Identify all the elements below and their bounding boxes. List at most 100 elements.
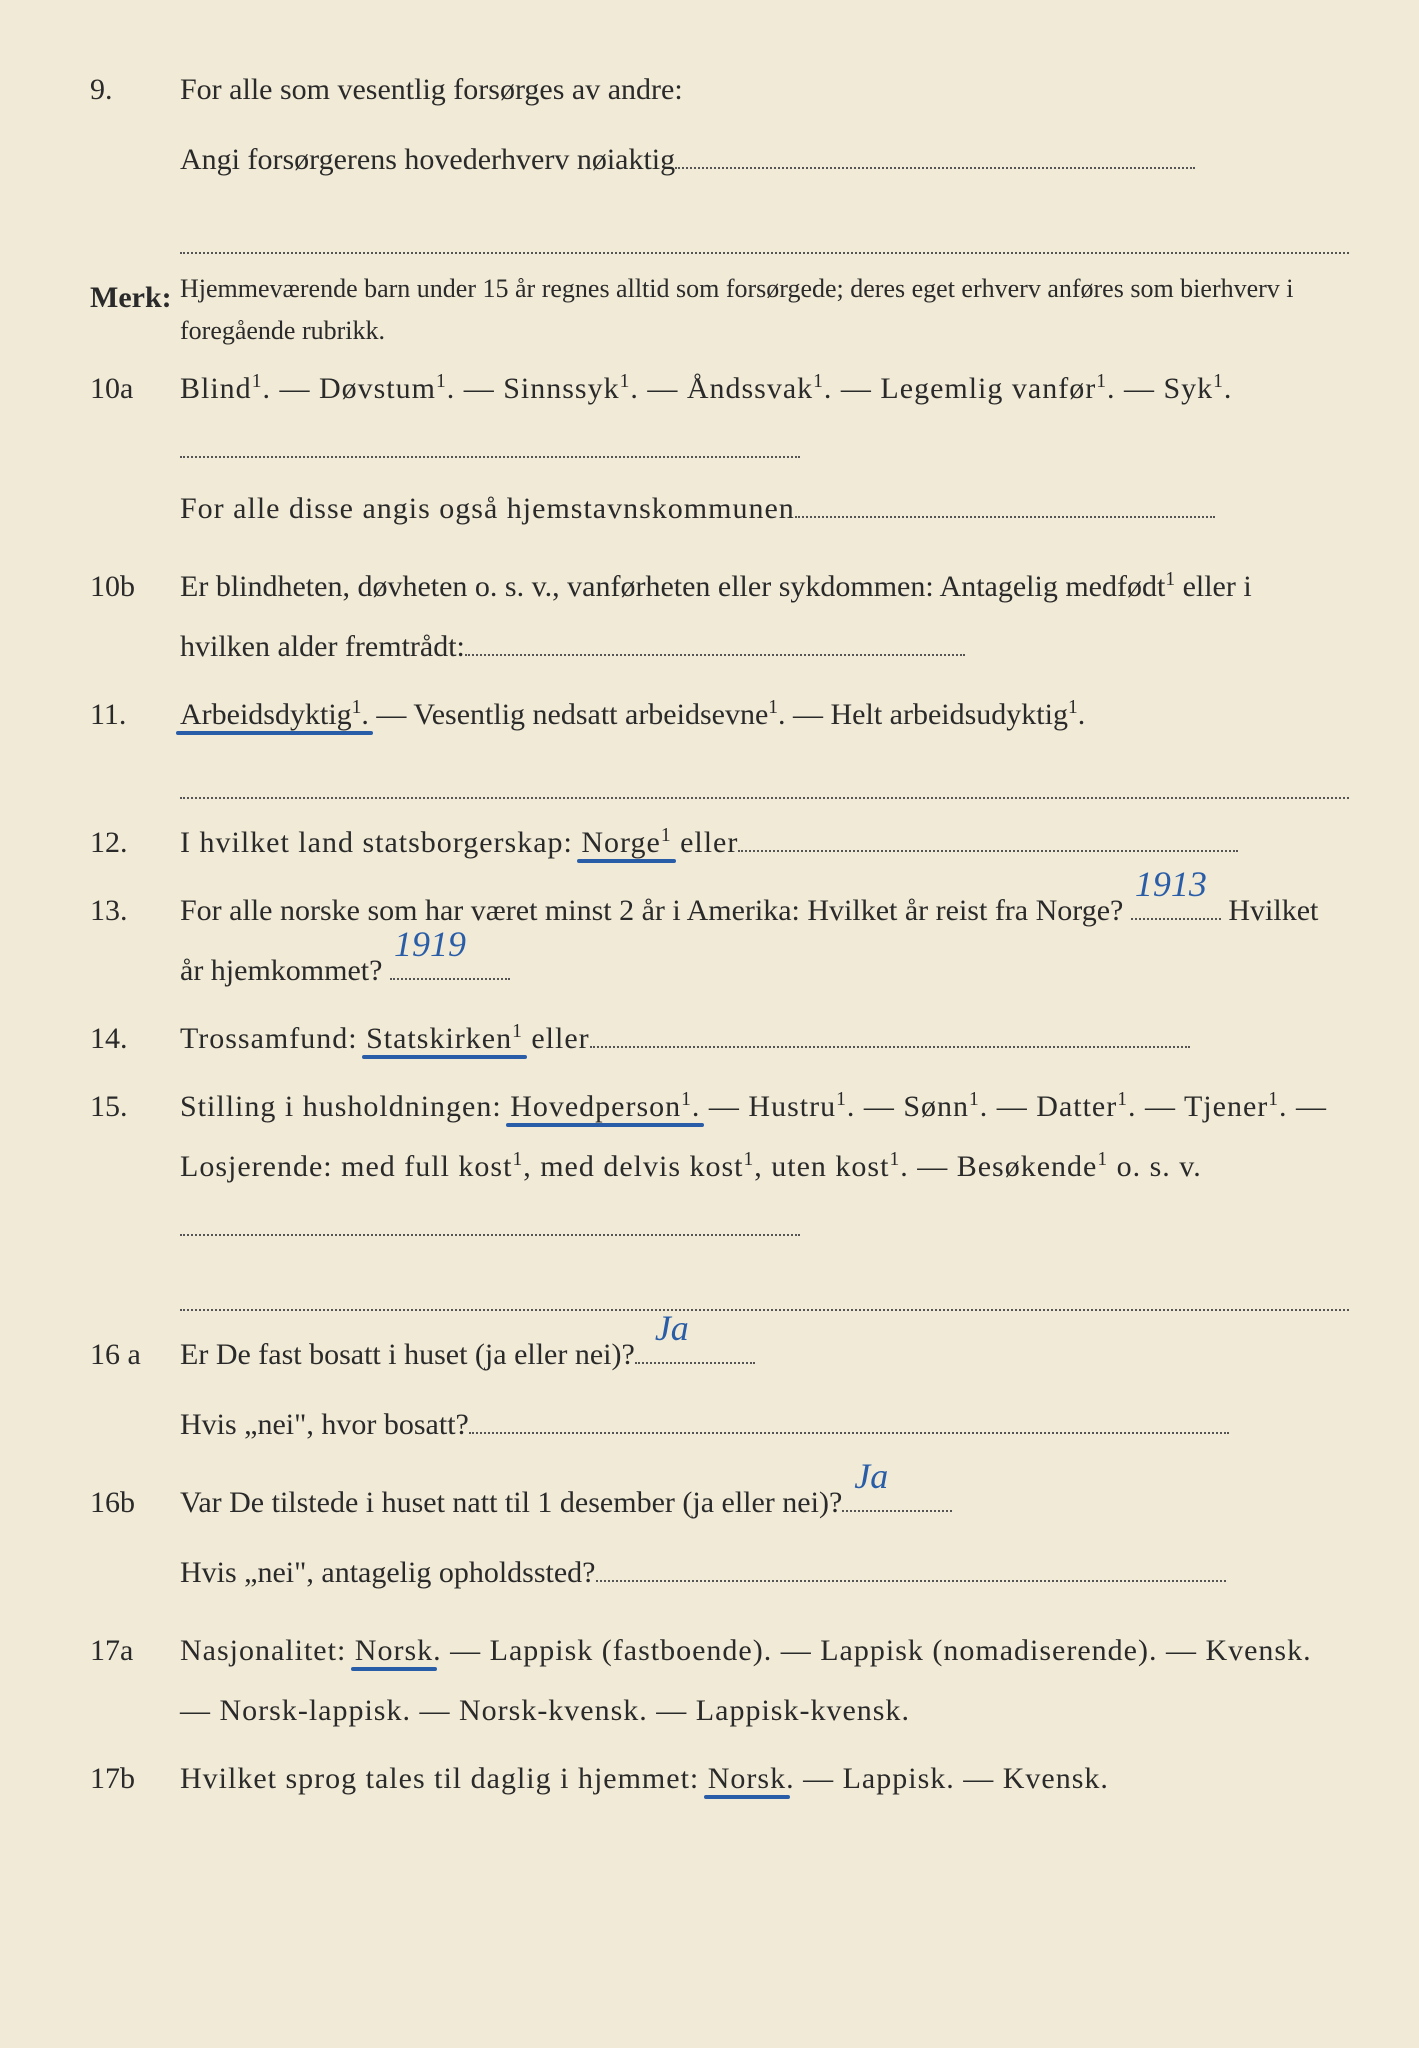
q15-body: Stilling i husholdningen: Hovedperson1. … <box>180 1077 1349 1257</box>
q16b-blank: Ja <box>842 1510 952 1512</box>
q16b-body: Var De tilstede i huset natt til 1 desem… <box>180 1473 1349 1613</box>
q17b-pre: Hvilket sprog tales til daglig i hjemmet… <box>180 1762 708 1795</box>
q15-blank <box>180 1234 800 1236</box>
q13-pre: For alle norske som har været minst 2 år… <box>180 894 1123 927</box>
q13-answer-right: 1919 <box>394 908 466 980</box>
note-merk: Merk: Hjemmeværende barn under 15 år reg… <box>90 268 1349 351</box>
q17a-number: 17a <box>90 1621 180 1681</box>
q10a-opt-vanfor: Legemlig vanfør1. <box>880 372 1115 405</box>
sep: — <box>376 698 413 731</box>
q9-number: 9. <box>90 60 180 120</box>
q9-body: For alle som vesentlig forsørges av andr… <box>180 60 1349 200</box>
q10b-blank <box>465 654 965 656</box>
q17a-body: Nasjonalitet: Norsk. — Lappisk (fastboen… <box>180 1621 1349 1741</box>
q10b-body: Er blindheten, døvheten o. s. v., vanfør… <box>180 557 1349 677</box>
q16a-body: Er De fast bosatt i huset (ja eller nei)… <box>180 1325 1349 1465</box>
q12-norge: Norge1 <box>581 826 671 859</box>
q16a-q: Er De fast bosatt i huset (ja eller nei)… <box>180 1338 635 1371</box>
q14-statskirken: Statskirken1 <box>366 1022 523 1055</box>
q14-body: Trossamfund: Statskirken1 eller <box>180 1009 1349 1069</box>
q9-line2: Angi forsørgerens hovederhverv nøiaktig <box>180 130 1349 190</box>
sep: — <box>917 1150 957 1183</box>
q10a-blank2 <box>795 516 1215 518</box>
sep: — <box>709 1090 749 1123</box>
q16a-sub-line: Hvis „nei", hvor bosatt? <box>180 1395 1349 1455</box>
question-15: 15. Stilling i husholdningen: Hovedperso… <box>90 1077 1349 1257</box>
q9-line2-text: Angi forsørgerens hovederhverv nøiaktig <box>180 143 675 176</box>
question-17b: 17b Hvilket sprog tales til daglig i hje… <box>90 1749 1349 1809</box>
q10a-opt-dovstum: Døvstum1. <box>319 372 455 405</box>
q17a-opt-lappisk-nomad: Lappisk (nomadiserende) <box>820 1634 1149 1667</box>
q17a-opt-kvensk: Kvensk <box>1205 1634 1303 1667</box>
q14-number: 14. <box>90 1009 180 1069</box>
question-17a: 17a Nasjonalitet: Norsk. — Lappisk (fast… <box>90 1621 1349 1741</box>
q15-opt-sonn: Sønn1. <box>903 1090 988 1123</box>
q11-opt-udyktig: Helt arbeidsudyktig1. <box>831 698 1086 731</box>
q14-post: eller <box>523 1022 590 1055</box>
q12-pre: I hvilket land statsborgerskap: <box>180 826 581 859</box>
q11-number: 11. <box>90 685 180 745</box>
q10a-opt-syk: Syk1. <box>1163 372 1232 405</box>
q12-post: eller <box>672 826 739 859</box>
q17a-opt-norsk-kvensk: Norsk-kvensk <box>459 1694 639 1727</box>
q15-losjerende: Losjerende: med full kost1, med delvis k… <box>180 1150 909 1183</box>
census-form-page: 9. For alle som vesentlig forsørges av a… <box>0 0 1419 2048</box>
sep: — <box>647 372 687 405</box>
q15-blank-line <box>180 1267 1349 1311</box>
q9-blank <box>675 167 1195 169</box>
sup: 1 <box>1165 569 1175 590</box>
q16b-sub-blank <box>596 1580 1226 1582</box>
sep: — <box>1296 1090 1327 1123</box>
q15-besokende: Besøkende1 <box>957 1150 1108 1183</box>
sep: — <box>419 1694 459 1727</box>
q15-opt-hustru: Hustru1. <box>748 1090 855 1123</box>
question-14: 14. Trossamfund: Statskirken1 eller <box>90 1009 1349 1069</box>
q17a-pre: Nasjonalitet: <box>180 1634 355 1667</box>
q14-pre: Trossamfund: <box>180 1022 366 1055</box>
q17b-opt-norsk: Norsk <box>708 1762 786 1795</box>
q15-opt-datter: Datter1. <box>1036 1090 1136 1123</box>
q15-opt-hovedperson: Hovedperson1. <box>510 1090 700 1123</box>
q14-blank <box>590 1046 1190 1048</box>
q10a-line3: For alle disse angis også hjemstavnskomm… <box>180 479 1349 539</box>
q16b-sub-line: Hvis „nei", antagelig opholdssted? <box>180 1543 1349 1603</box>
q15-number: 15. <box>90 1077 180 1137</box>
sep: — <box>864 1090 904 1123</box>
q16b-q-line: Var De tilstede i huset natt til 1 desem… <box>180 1473 1349 1533</box>
sep: — <box>279 372 319 405</box>
q17b-opt-kvensk: Kvensk <box>1003 1762 1101 1795</box>
q16b-number: 16b <box>90 1473 180 1533</box>
q17a-opt-lappisk-kvensk: Lappisk-kvensk <box>696 1694 902 1727</box>
sep: — <box>963 1762 1003 1795</box>
q15-pre: Stilling i husholdningen: <box>180 1090 510 1123</box>
sep: — <box>464 372 504 405</box>
q16a-q-line: Er De fast bosatt i huset (ja eller nei)… <box>180 1325 1349 1385</box>
q16a-blank: Ja <box>635 1362 755 1364</box>
sep: — <box>1166 1634 1206 1667</box>
q16a-sub: Hvis „nei", hvor bosatt? <box>180 1408 469 1441</box>
q11-body: Arbeidsdyktig1. — Vesentlig nedsatt arbe… <box>180 685 1349 745</box>
sep: — <box>450 1634 490 1667</box>
q17a-opt-norsk: Norsk <box>355 1634 433 1667</box>
q10a-line3-text: For alle disse angis også hjemstavnskomm… <box>180 492 795 525</box>
q16a-answer: Ja <box>655 1292 689 1364</box>
q10a-body: Blind1. — Døvstum1. — Sinnssyk1. — Åndss… <box>180 359 1349 549</box>
question-10b: 10b Er blindheten, døvheten o. s. v., va… <box>90 557 1349 677</box>
q10b-number: 10b <box>90 557 180 617</box>
question-16b: 16b Var De tilstede i huset natt til 1 d… <box>90 1473 1349 1613</box>
q17a-opt-lappisk-fast: Lappisk (fastboende) <box>490 1634 764 1667</box>
q10a-number: 10a <box>90 359 180 419</box>
merk-text: Hjemmeværende barn under 15 år regnes al… <box>180 268 1349 351</box>
sep: — <box>803 1762 843 1795</box>
merk-label: Merk: <box>90 268 180 328</box>
q13-body: For alle norske som har været minst 2 år… <box>180 881 1349 1001</box>
q13-number: 13. <box>90 881 180 941</box>
q15-osv: o. s. v. <box>1108 1150 1202 1183</box>
q16b-q: Var De tilstede i huset natt til 1 desem… <box>180 1486 842 1519</box>
sep: — <box>793 698 831 731</box>
question-11: 11. Arbeidsdyktig1. — Vesentlig nedsatt … <box>90 685 1349 745</box>
q10b-text-a: Er blindheten, døvheten o. s. v., vanfør… <box>180 570 1165 603</box>
sep: — <box>781 1634 821 1667</box>
q11-opt-arbeidsdyktig: Arbeidsdyktig1. <box>180 698 369 731</box>
q16b-answer: Ja <box>854 1440 888 1512</box>
